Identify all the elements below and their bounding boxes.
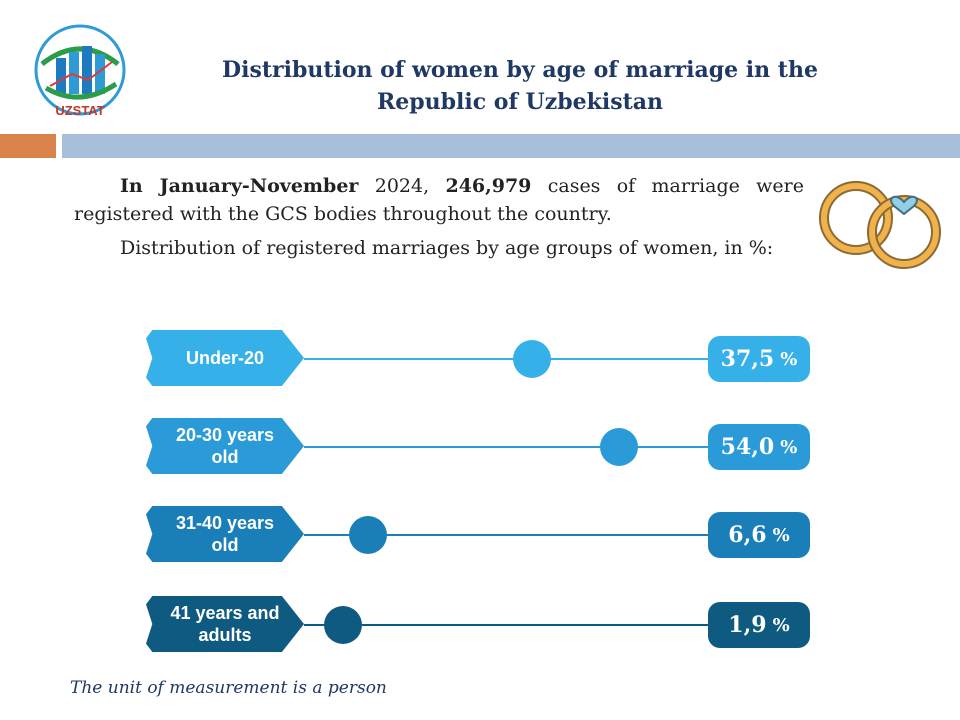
intro-period: In January-November: [120, 175, 359, 197]
chart-row: Under-20 37,5%: [0, 330, 960, 390]
chart-row: 20-30 years old 54,0%: [0, 418, 960, 478]
chart-row: 41 years and adults 1,9%: [0, 596, 960, 656]
category-label-text: 31-40 years old: [175, 513, 275, 555]
value-label: 37,5%: [708, 336, 810, 382]
uzstat-logo: UZSTAT: [32, 24, 128, 120]
category-label-text: Under-20: [185, 348, 265, 368]
category-label-text: 41 years and adults: [170, 603, 280, 645]
value-track: [304, 446, 710, 448]
intro-year: 2024,: [358, 175, 446, 197]
intro-paragraph-1: In January-November 2024, 246,979 cases …: [74, 172, 804, 228]
value-label: 54,0%: [708, 424, 810, 470]
value-marker: [512, 340, 551, 378]
value-track: [304, 624, 710, 626]
category-label-text: 20-30 years old: [175, 425, 275, 467]
intro-rest: cases of marriage were registered with t…: [74, 175, 805, 225]
intro-distribution-text: Distribution of registered marriages by …: [120, 237, 774, 259]
logo-text: UZSTAT: [55, 103, 104, 118]
category-label: 41 years and adults: [146, 596, 304, 652]
page-title: Distribution of women by age of marriage…: [150, 54, 890, 118]
value-unit: %: [772, 524, 790, 546]
wedding-rings-icon: [816, 180, 946, 274]
intro-paragraph-2: Distribution of registered marriages by …: [74, 234, 804, 262]
value-unit: %: [772, 614, 790, 636]
value-label: 1,9%: [708, 602, 810, 648]
value-number: 37,5: [720, 346, 775, 372]
title-line-2: Republic of Uzbekistan: [376, 89, 664, 115]
footnote: The unit of measurement is a person: [70, 678, 387, 698]
category-label: 31-40 years old: [146, 506, 304, 562]
value-number: 6,6: [728, 522, 767, 548]
value-marker: [348, 516, 387, 554]
value-unit: %: [780, 348, 798, 370]
value-unit: %: [780, 436, 798, 458]
value-label: 6,6%: [708, 512, 810, 558]
category-label: Under-20: [146, 330, 304, 386]
value-track: [304, 534, 710, 536]
intro-count: 246,979: [445, 175, 532, 197]
value-marker: [600, 428, 638, 466]
value-track: [304, 358, 710, 360]
value-number: 1,9: [728, 612, 767, 638]
value-marker: [324, 606, 363, 644]
title-line-1: Distribution of women by age of marriage…: [222, 57, 818, 83]
accent-bar-blue: [62, 134, 960, 158]
category-label: 20-30 years old: [146, 418, 304, 474]
chart-row: 31-40 years old 6,6%: [0, 506, 960, 566]
value-number: 54,0: [720, 434, 775, 460]
accent-bar-orange: [0, 134, 56, 158]
